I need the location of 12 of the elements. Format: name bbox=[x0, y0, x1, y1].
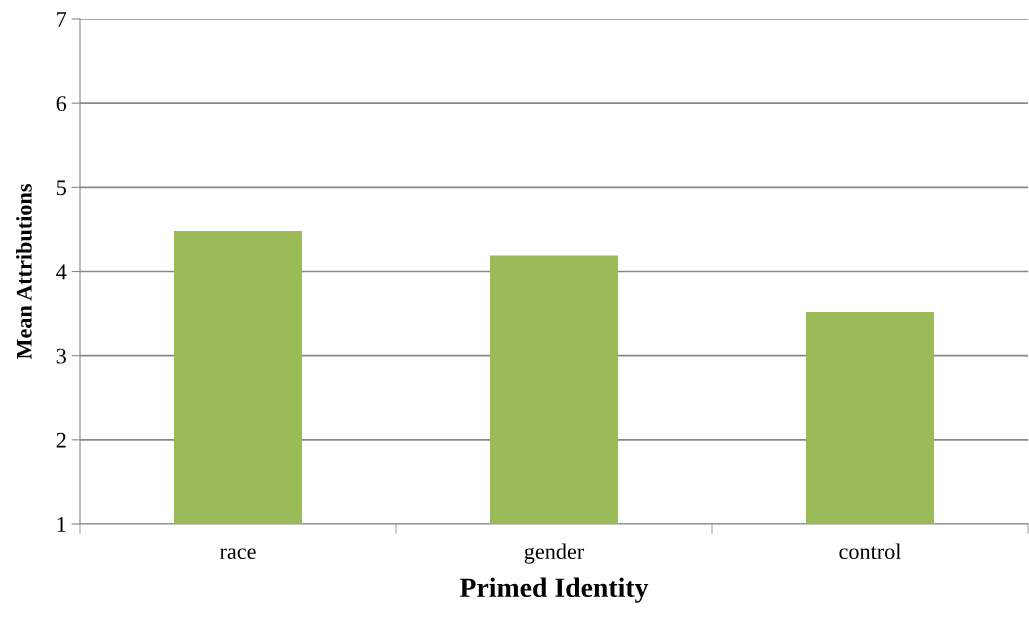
x-tick-label: race bbox=[219, 548, 256, 560]
y-tick-label: 7 bbox=[57, 12, 67, 27]
y-tick-label: 3 bbox=[56, 348, 66, 364]
y-tick-label: 1 bbox=[57, 517, 66, 532]
x-tick-label: control bbox=[839, 543, 902, 560]
y-tick-label: 6 bbox=[56, 96, 67, 112]
x-tick-label: gender bbox=[524, 543, 585, 564]
x-axis-title: Primed Identity bbox=[459, 577, 649, 603]
y-tick-label: 4 bbox=[56, 264, 67, 280]
y-axis-title: Mean Attributions bbox=[16, 184, 32, 360]
y-tick-label: 2 bbox=[56, 432, 66, 448]
y-tick-label: 5 bbox=[56, 180, 66, 196]
